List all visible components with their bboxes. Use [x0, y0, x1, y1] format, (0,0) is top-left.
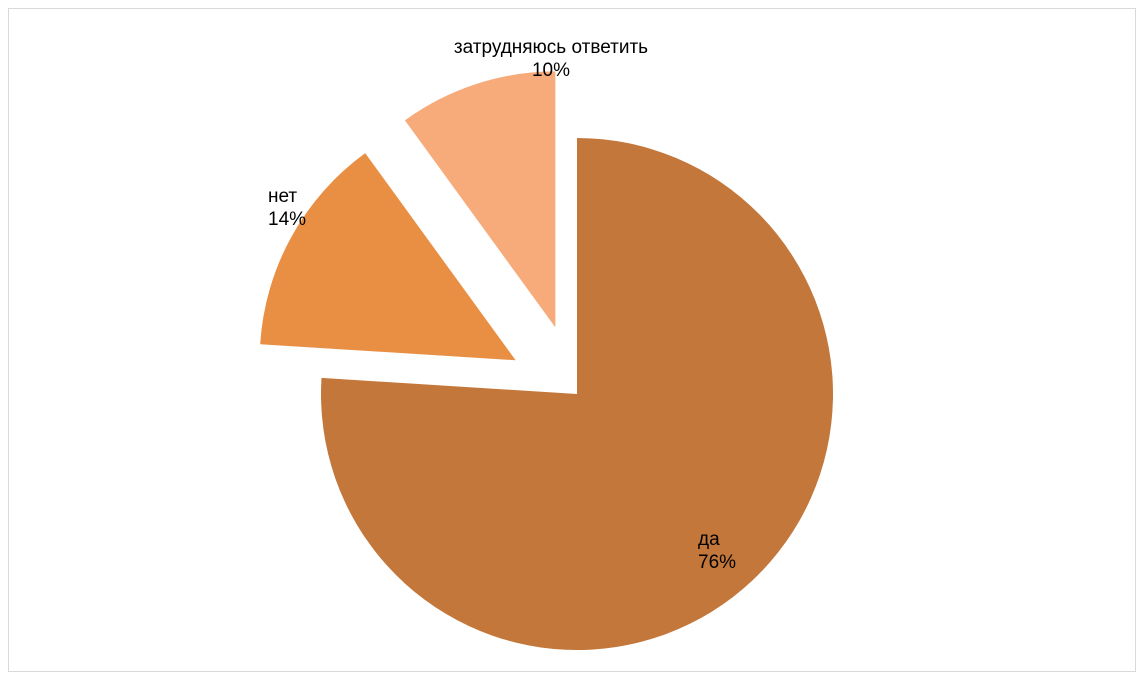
pie-slice-нет — [260, 153, 516, 361]
slice-percent-label: 76% — [698, 552, 736, 573]
pie-label-нет: нет 14% — [268, 186, 306, 230]
pie-labels: да 76% нет 14% затрудняюсь ответить 10% — [268, 37, 736, 573]
slice-percent-label: 10% — [532, 60, 570, 81]
slice-category-label: да — [698, 529, 720, 550]
pie-slice-да — [321, 138, 834, 650]
pie-slices — [260, 71, 834, 650]
pie-label-да: да 76% — [698, 529, 736, 573]
slice-category-label: затрудняюсь ответить — [454, 37, 648, 58]
pie-label-затрудняюсь-ответить: затрудняюсь ответить 10% — [454, 37, 648, 81]
slice-percent-label: 14% — [268, 209, 306, 230]
slice-category-label: нет — [268, 186, 297, 207]
pie-slice-затрудняюсь-ответить — [404, 71, 556, 328]
